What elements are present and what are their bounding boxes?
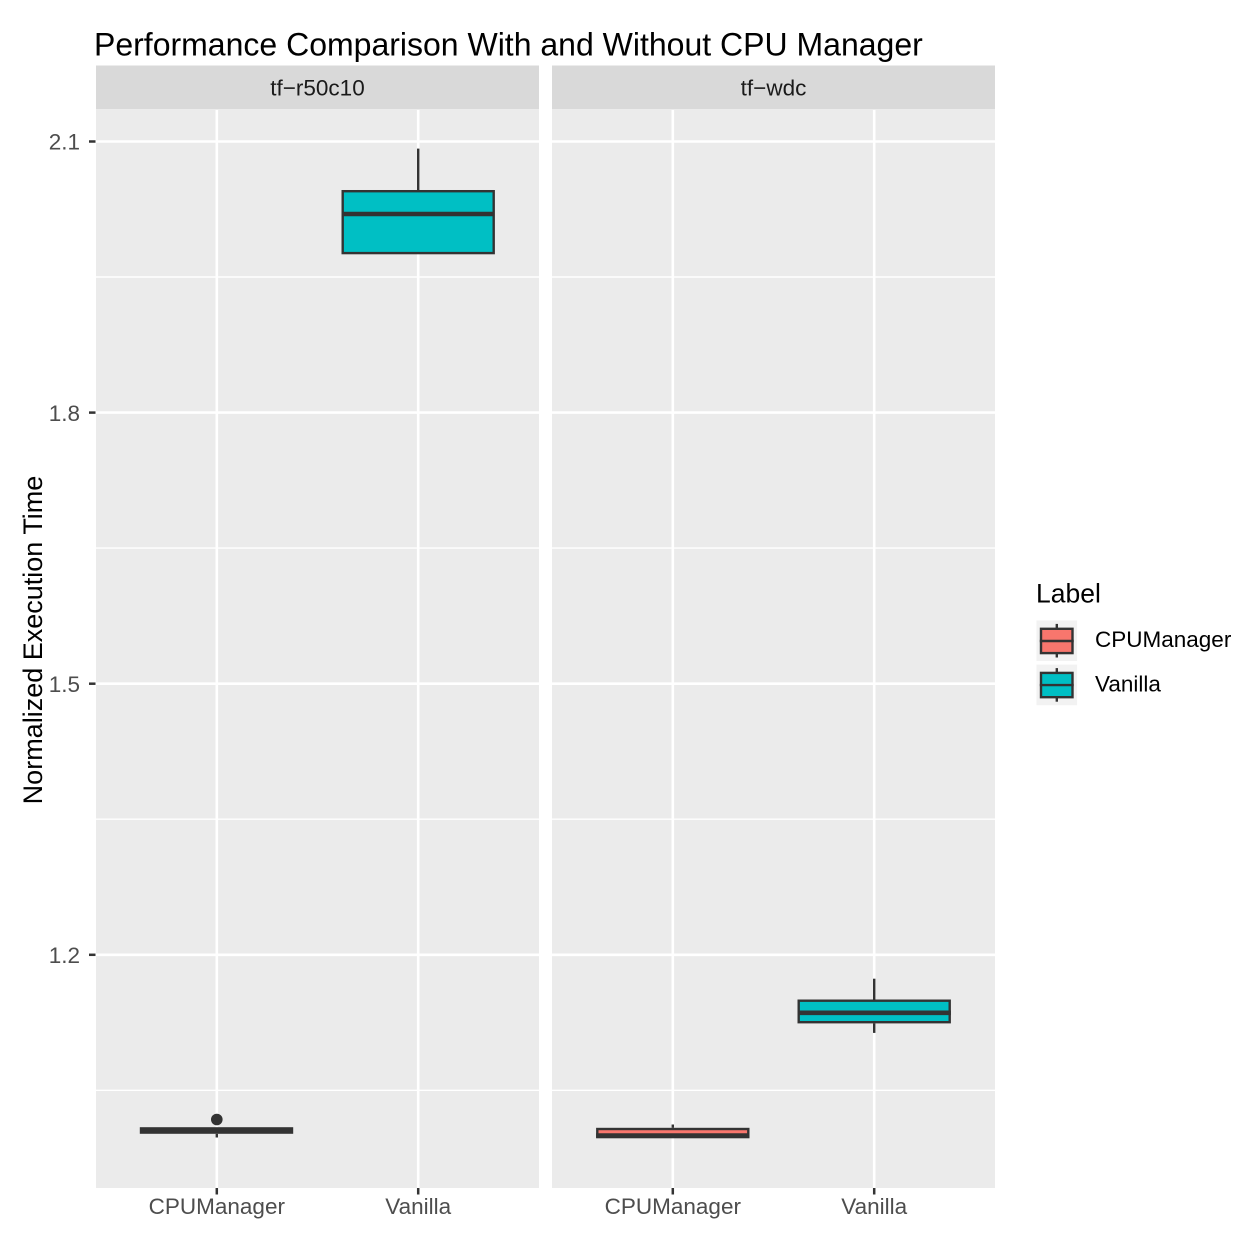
svg-text:Vanilla: Vanilla (1095, 672, 1161, 697)
svg-text:CPUManager: CPUManager (149, 1194, 286, 1219)
svg-text:tf−r50c10: tf−r50c10 (270, 76, 364, 101)
svg-text:Performance Comparison With an: Performance Comparison With and Without … (94, 27, 923, 63)
svg-text:2.1: 2.1 (49, 130, 80, 155)
svg-text:CPUManager: CPUManager (605, 1194, 742, 1219)
svg-text:1.5: 1.5 (49, 672, 80, 697)
svg-text:Vanilla: Vanilla (841, 1194, 907, 1219)
svg-text:1.8: 1.8 (49, 401, 80, 426)
svg-text:CPUManager: CPUManager (1095, 627, 1232, 652)
svg-text:Normalized Execution Time: Normalized Execution Time (18, 476, 48, 805)
svg-text:Vanilla: Vanilla (385, 1194, 451, 1219)
svg-text:Label: Label (1036, 579, 1101, 609)
svg-text:1.2: 1.2 (49, 943, 80, 968)
svg-text:tf−wdc: tf−wdc (741, 76, 807, 101)
